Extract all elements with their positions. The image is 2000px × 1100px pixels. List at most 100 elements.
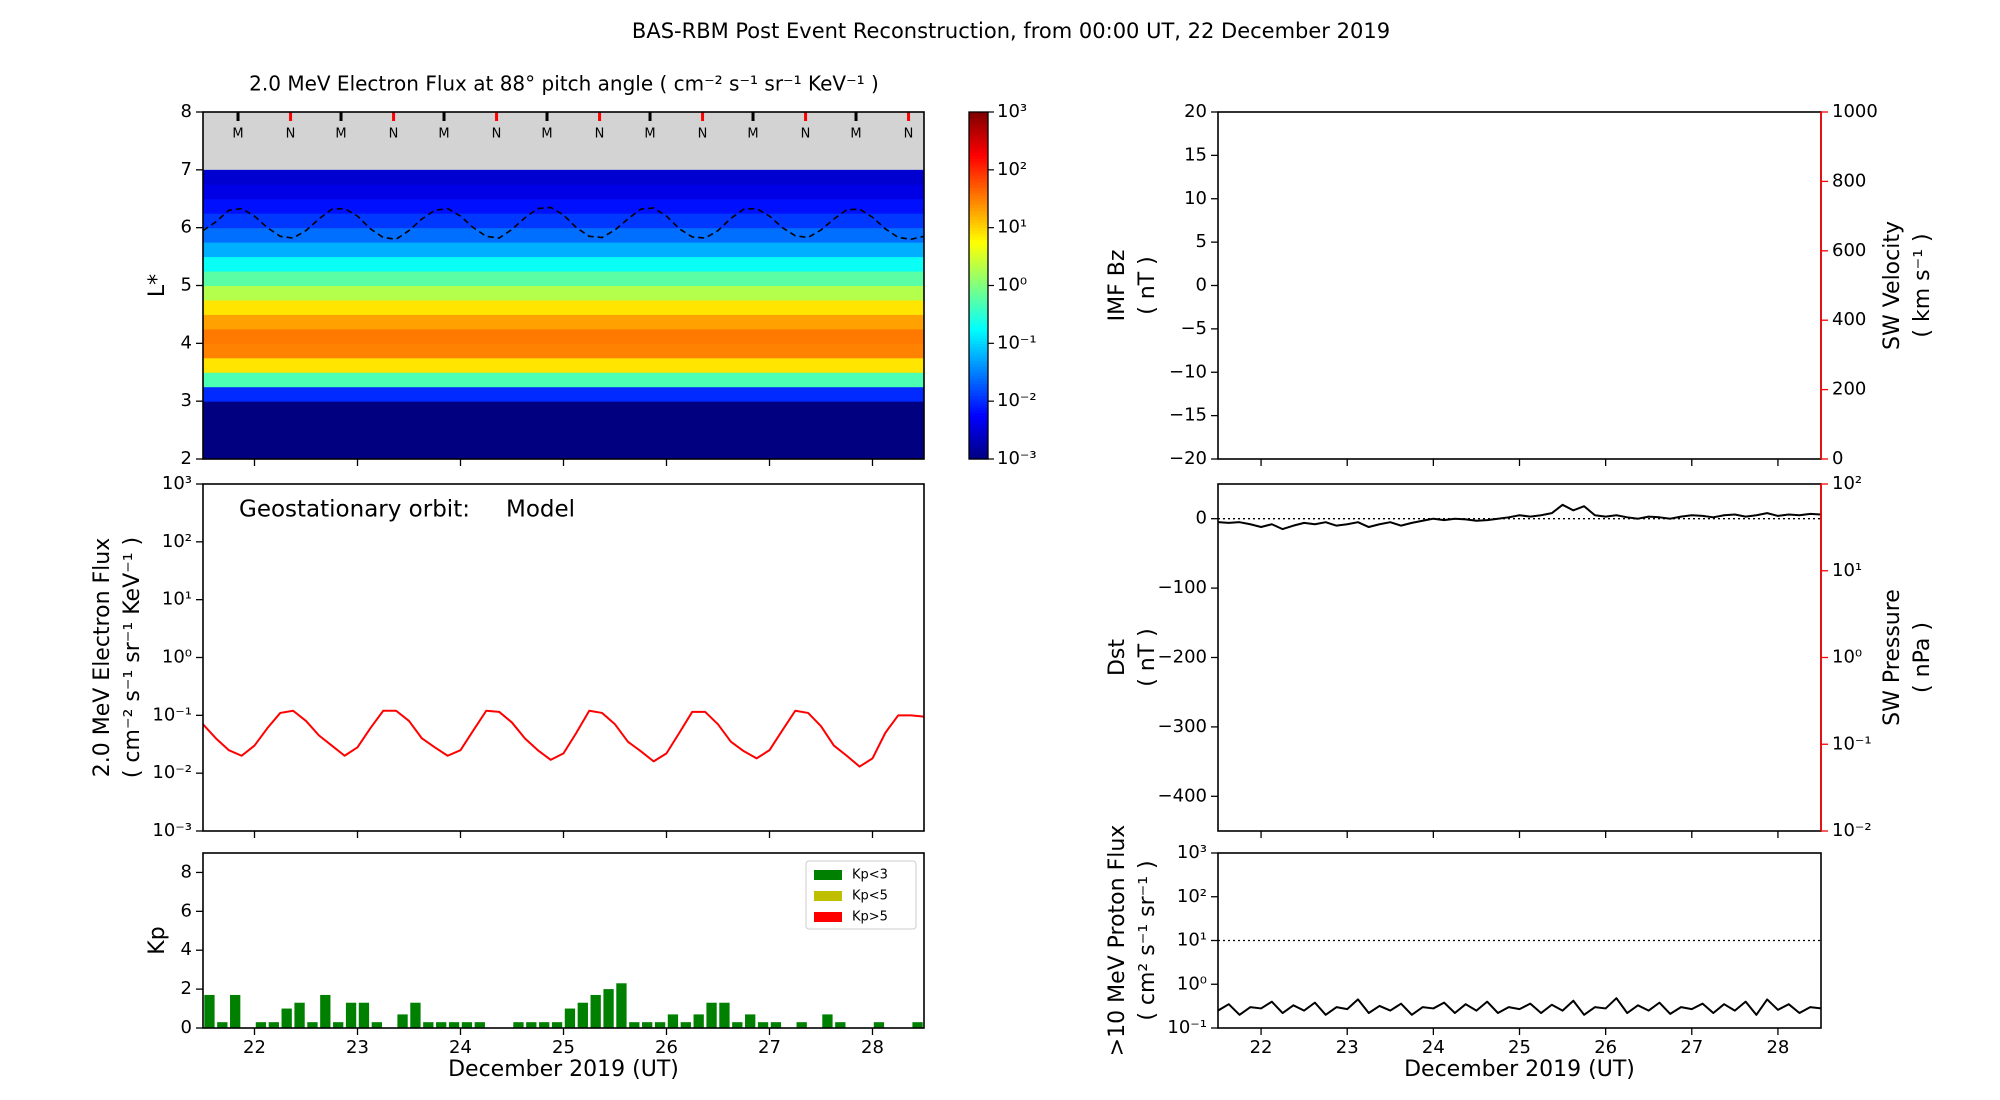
colorbar-strip: [969, 438, 988, 443]
x-tick-label: 22: [243, 1037, 266, 1058]
bar: [616, 983, 627, 1028]
colorbar-strip: [969, 192, 988, 197]
colorbar-strip: [969, 138, 988, 142]
heat-cell: [203, 314, 924, 330]
y-tick-label: 5: [181, 275, 192, 296]
colorbar-strip: [969, 166, 988, 171]
colorbar-strip: [969, 412, 988, 417]
colorbar-strip: [969, 435, 988, 440]
heat-cell: [203, 430, 924, 446]
colorbar-strip: [969, 204, 988, 209]
legend: Kp<3 Kp<5 Kp>5: [805, 860, 917, 930]
y-tick-label: 6: [181, 900, 192, 921]
colorbar-strip: [969, 357, 988, 362]
colorbar-strip: [969, 135, 988, 139]
colorbar-strip: [969, 184, 988, 188]
colorbar-strip: [969, 181, 988, 185]
colorbar-strip: [969, 158, 988, 162]
colorbar-tick-label: 10¹: [997, 217, 1027, 238]
colorbar-strip: [969, 386, 988, 391]
colorbar-strip: [969, 117, 988, 122]
colorbar-tick-label: 10²: [997, 159, 1027, 180]
colorbar-strip: [969, 427, 988, 431]
colorbar-strip: [969, 450, 988, 454]
x-tick-label: 26: [655, 1037, 678, 1058]
colorbar-strip: [969, 161, 988, 165]
y-tick-label: 10²: [162, 531, 192, 552]
heat-cell: [203, 184, 924, 200]
colorbar-strip: [969, 328, 988, 333]
x-axis-label: December 2019 (UT): [1404, 1057, 1635, 1082]
panel: −20−15−10−50510152002004006008001000IMF …: [1105, 101, 1935, 469]
bar: [255, 1022, 267, 1028]
colorbar-strip: [969, 418, 988, 423]
colorbar-strip: [969, 314, 988, 318]
colorbar-strip: [969, 372, 988, 376]
colorbar-strip: [969, 317, 988, 321]
colorbar-tick-label: 10⁰: [997, 275, 1027, 296]
y-tick-label: 10⁻¹: [152, 704, 192, 725]
colorbar-strip: [969, 343, 988, 347]
bar: [745, 1014, 756, 1028]
heat-cell: [203, 386, 924, 402]
x-tick-label: 27: [1680, 1037, 1703, 1058]
y-tick-label: 10⁻¹: [1167, 1017, 1207, 1038]
colorbar-strip: [969, 337, 988, 342]
colorbar-strip: [969, 401, 988, 405]
colorbar-strip: [969, 389, 988, 394]
line: [203, 709, 924, 768]
y2-tick-label: 10⁰: [1832, 647, 1862, 668]
colorbar-strip: [969, 250, 988, 255]
colorbar-strip: [969, 415, 988, 420]
colorbar-strip: [969, 190, 988, 194]
colorbar-strip: [969, 297, 988, 301]
colorbar-strip: [969, 146, 988, 151]
bar: [706, 1002, 717, 1028]
bar: [448, 1022, 460, 1028]
x-axis-label: December 2019 (UT): [448, 1057, 679, 1082]
colorbar-strip: [969, 421, 988, 425]
bar: [873, 1022, 885, 1028]
colorbar-strip: [969, 178, 988, 182]
colorbar-strip: [969, 352, 988, 356]
colorbar-strip: [969, 406, 988, 411]
panel: Geostationary orbit: Model 10⁻³ 10⁻² 10⁻¹ 10⁰…: [90, 473, 925, 841]
bar: [320, 994, 331, 1028]
bar: [757, 1022, 769, 1028]
colorbar-strip: [969, 282, 988, 287]
bar: [217, 1022, 228, 1028]
y-tick-label: 20: [1184, 101, 1207, 122]
y2-axis-label: SW Velocity: [1880, 221, 1905, 350]
colorbar-strip: [969, 256, 988, 261]
colorbar-strip: [969, 369, 988, 373]
y-axis-label: ( cm² s⁻¹ sr⁻¹ ): [1135, 860, 1160, 1020]
colorbar-strip: [969, 245, 988, 249]
colorbar-strip: [969, 363, 988, 368]
colorbar-strip: [969, 380, 988, 385]
x-tick-label: 23: [346, 1037, 369, 1058]
bar: [577, 1002, 588, 1028]
colorbar-strip: [969, 149, 988, 154]
colorbar-strip: [969, 207, 988, 211]
y-tick-label: 7: [181, 159, 192, 180]
line: [1218, 997, 1821, 1016]
heat-cell: [203, 213, 924, 229]
annotation: Model: [506, 497, 575, 523]
y-tick-label: 10¹: [1177, 930, 1207, 951]
heat-cell: [203, 343, 924, 359]
bar: [358, 1002, 370, 1028]
colorbar-strip: [969, 366, 988, 370]
y-axis-label: ( nT ): [1135, 628, 1160, 687]
bar: [590, 994, 601, 1028]
y-tick-label: −300: [1158, 716, 1207, 737]
y2-tick-label: 10⁻²: [1832, 820, 1872, 841]
colorbar-strip: [969, 424, 988, 428]
colorbar-strip: [969, 346, 988, 350]
y-tick-label: 15: [1184, 144, 1207, 165]
bar: [654, 1022, 666, 1028]
colorbar-strip: [969, 305, 988, 310]
colorbar-strip: [969, 323, 988, 327]
marker-label: N: [492, 127, 502, 142]
